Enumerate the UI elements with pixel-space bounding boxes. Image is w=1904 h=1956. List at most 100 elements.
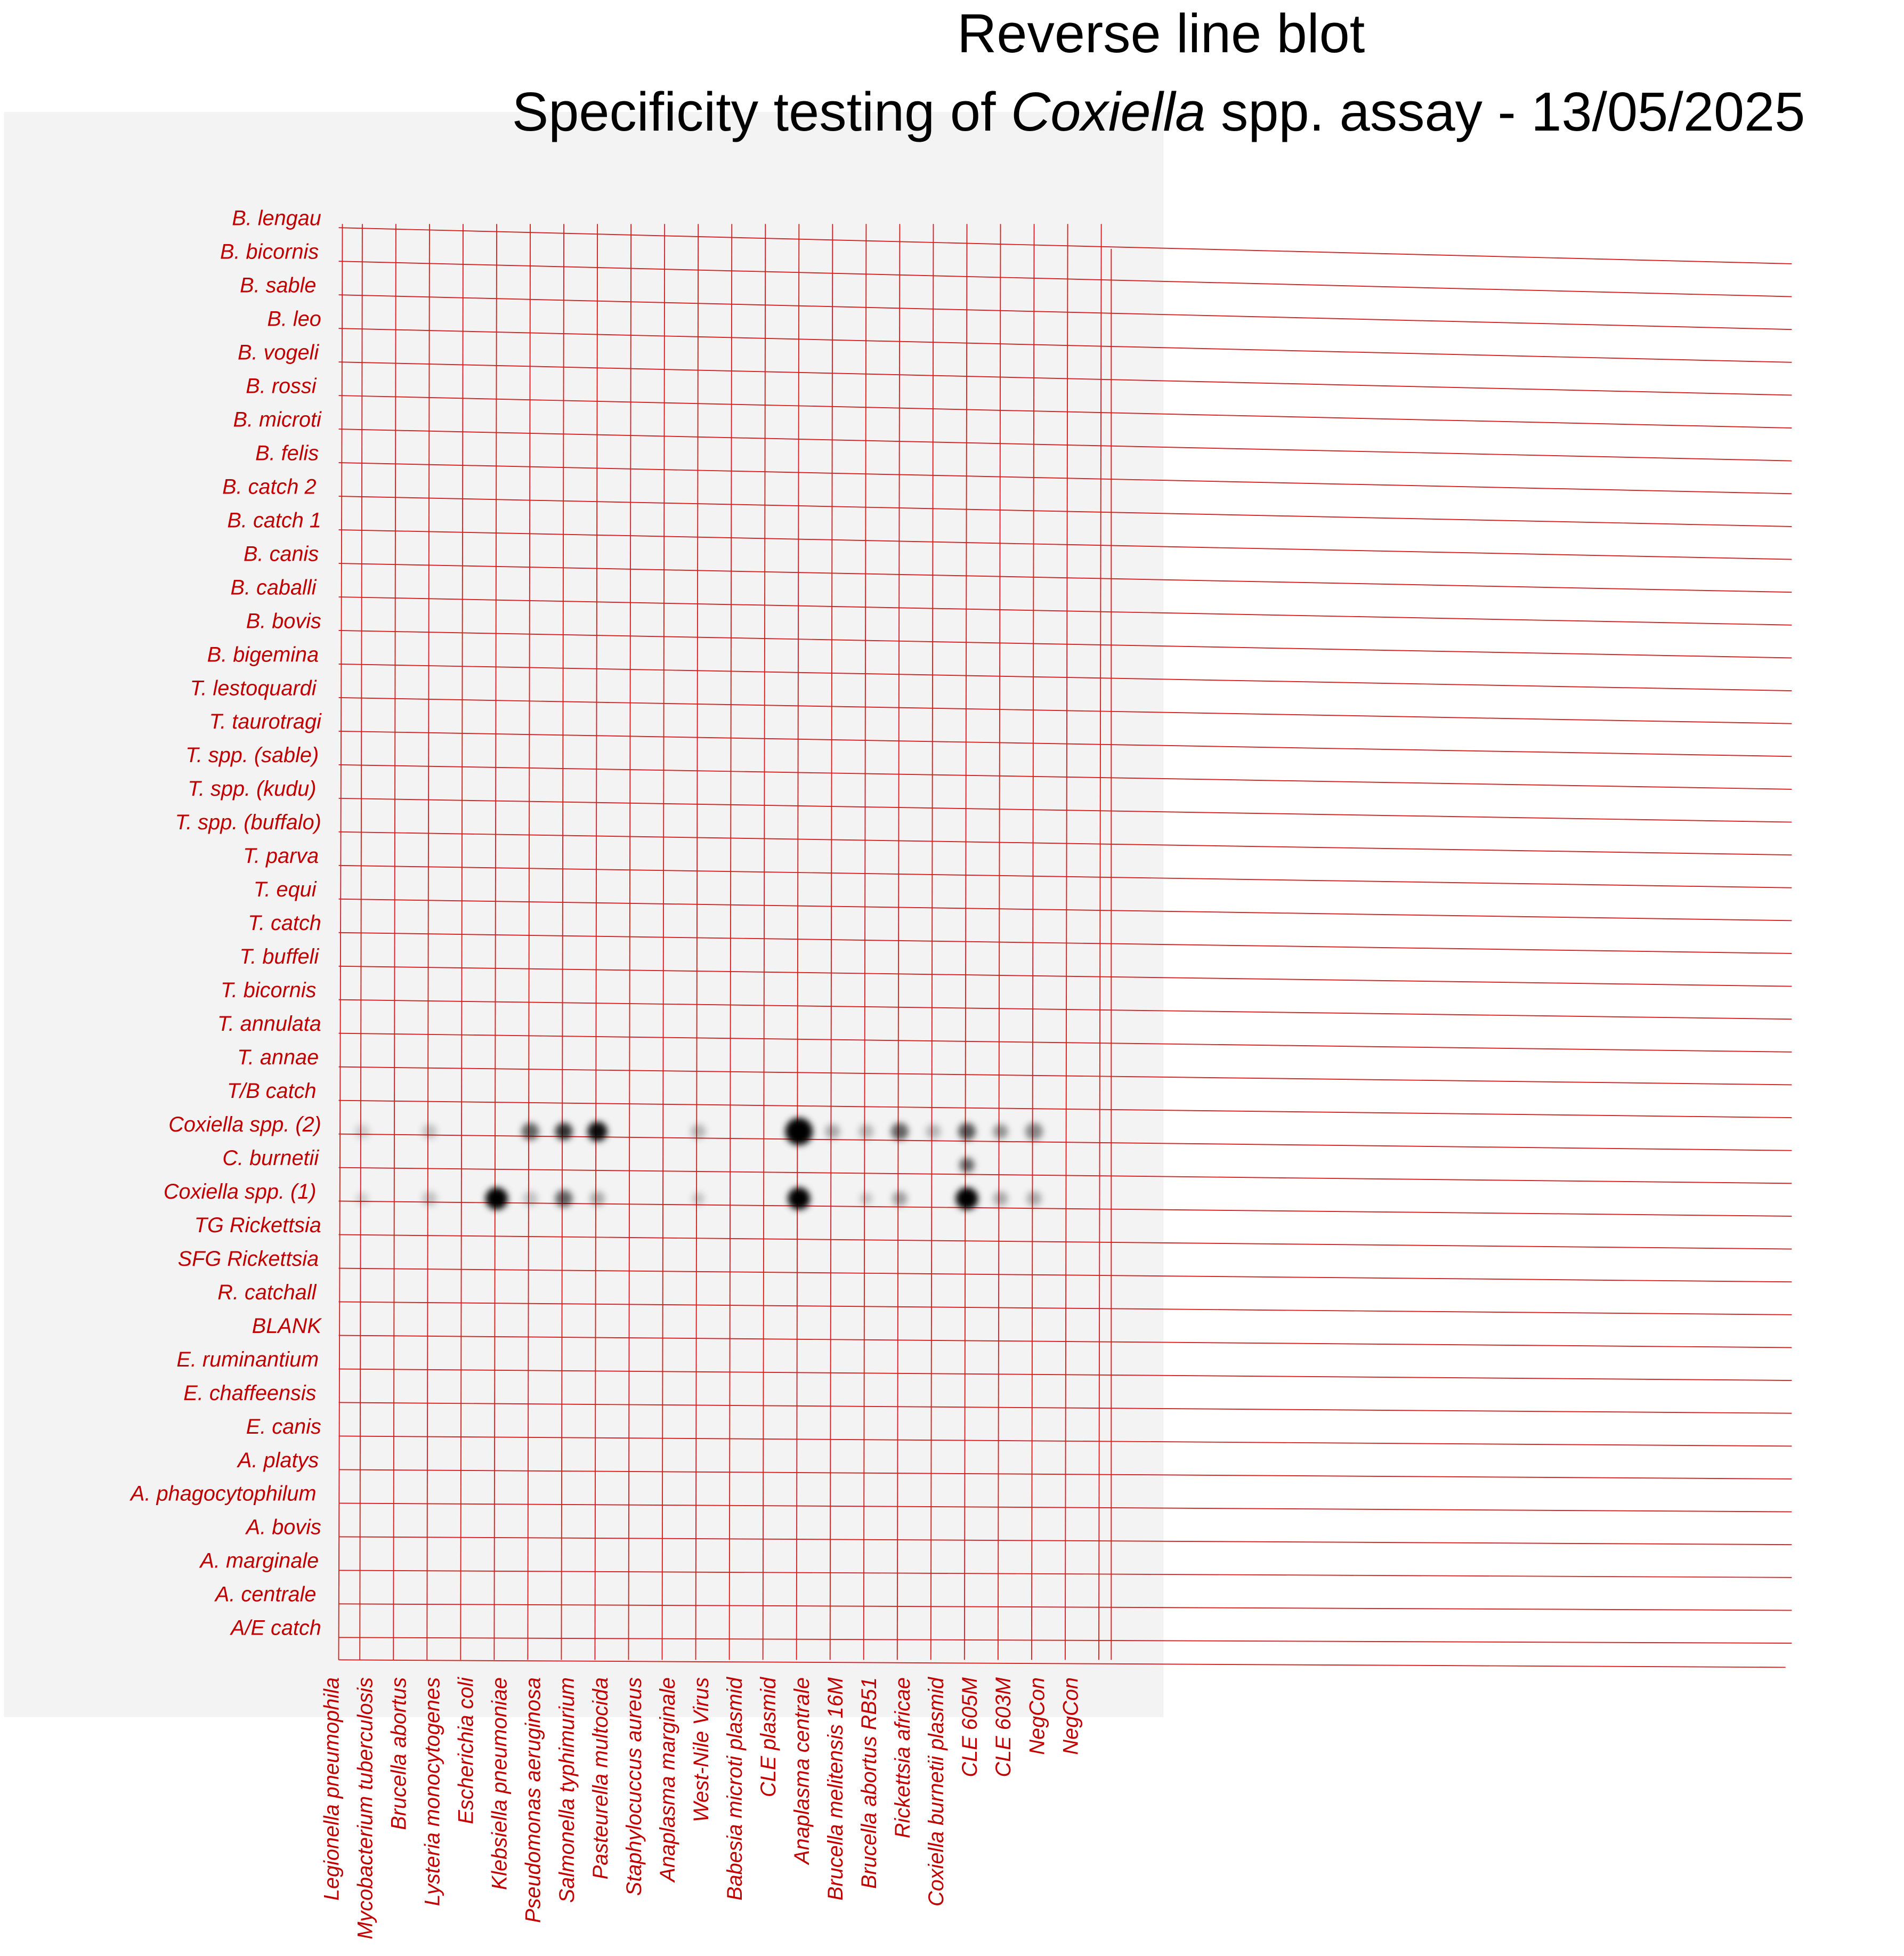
row-label: C. burnetii	[222, 1146, 319, 1170]
column-label: Escherichia coli	[455, 1677, 478, 1824]
row-label: B. caballi	[231, 576, 317, 599]
row-label: B. bicornis	[220, 240, 319, 264]
col-line	[426, 224, 430, 1660]
column-label: Brucella melitensis 16M	[824, 1677, 847, 1901]
column-label: Coxiella burnetii plasmid	[925, 1676, 948, 1906]
row-label: Coxiella spp. (2)	[168, 1113, 321, 1136]
col-line	[896, 224, 901, 1660]
column-label: CLE plasmid	[757, 1676, 780, 1797]
spot	[858, 1124, 874, 1139]
col-line	[695, 224, 699, 1660]
spot	[521, 1122, 539, 1141]
row-line	[338, 664, 1792, 691]
column-label: Salmonella typhimurium	[555, 1677, 579, 1903]
row-label: B. felis	[255, 441, 319, 465]
row-label: A. platys	[237, 1449, 319, 1472]
col-line	[997, 224, 1001, 1660]
spot	[555, 1190, 573, 1208]
row-line	[338, 1167, 1792, 1184]
grid	[338, 224, 1792, 1668]
col-line	[728, 224, 733, 1660]
column-label: Mycobacterium tuberculosis	[354, 1677, 377, 1939]
row-label: Coxiella spp. (1)	[164, 1180, 317, 1203]
row-label: T. spp. (sable)	[185, 743, 319, 767]
column-label: Babesia microti plasmid	[723, 1676, 747, 1901]
subtitle-part: spp. assay - 13/05/2025	[1205, 81, 1805, 142]
row-line	[338, 462, 1792, 495]
row-line	[338, 965, 1792, 987]
column-label: NegCon	[1025, 1677, 1049, 1755]
row-line	[338, 596, 1792, 626]
row-label: T/B catch	[227, 1079, 317, 1103]
row-line	[338, 831, 1792, 856]
column-label: Pseudomonas aeruginosa	[522, 1677, 545, 1923]
spot	[892, 1191, 908, 1206]
spot	[422, 1124, 437, 1139]
row-line	[338, 697, 1792, 724]
row-label: E. canis	[246, 1415, 321, 1438]
row-label: E. ruminantium	[176, 1348, 319, 1371]
col-line	[762, 224, 766, 1660]
col-line	[829, 224, 833, 1660]
column-label: Brucella abortus	[387, 1677, 411, 1830]
spot	[692, 1192, 704, 1205]
row-label: SFG Rickettsia	[178, 1247, 319, 1271]
col-line	[493, 224, 497, 1660]
row-line	[338, 328, 1792, 363]
spot	[485, 1187, 508, 1210]
row-line	[338, 1133, 1792, 1151]
row-label: B. microti	[233, 408, 322, 431]
col-line	[1065, 224, 1068, 1660]
row-line	[338, 932, 1792, 954]
row-line	[338, 1066, 1792, 1086]
spot	[555, 1122, 573, 1141]
spot	[1025, 1122, 1043, 1141]
col-line	[863, 224, 867, 1660]
row-label: T. bicornis	[221, 979, 317, 1002]
col-line	[594, 224, 598, 1660]
column-label: Legionella pneumophila	[320, 1677, 344, 1901]
row-label: B. sable	[240, 274, 316, 297]
spot	[785, 1118, 813, 1145]
row-line	[338, 999, 1792, 1020]
spot	[356, 1192, 369, 1205]
spot	[691, 1124, 706, 1139]
column-label: CLE 605M	[958, 1677, 982, 1777]
row-label: A. phagocytophilum	[129, 1482, 316, 1506]
col-line	[393, 224, 396, 1660]
col-line	[460, 224, 464, 1660]
row-label: T. taurotragi	[209, 710, 322, 733]
column-label: Klebsiella pneumoniae	[488, 1677, 512, 1890]
spot	[860, 1192, 873, 1205]
row-line	[338, 529, 1792, 560]
column-label: Lysteria monocytogenes	[421, 1677, 444, 1906]
row-line	[338, 898, 1792, 922]
subtitle: Specificity testing of Coxiella spp. ass…	[512, 81, 1805, 142]
spot	[891, 1122, 909, 1141]
spot	[422, 1191, 437, 1206]
row-label: R. catchall	[217, 1281, 317, 1304]
row-label: T. parva	[243, 844, 319, 868]
column-label: Anaplasma marginale	[656, 1677, 679, 1883]
col-line	[628, 224, 632, 1660]
row-label: B. bovis	[246, 609, 321, 633]
row-line	[338, 361, 1792, 396]
row-label: A/E catch	[230, 1616, 321, 1640]
spot	[993, 1124, 1008, 1139]
col-line	[561, 224, 565, 1660]
spot	[955, 1187, 978, 1210]
spot	[788, 1187, 811, 1210]
col-line	[338, 224, 343, 1660]
row-line	[338, 429, 1792, 462]
row-label: TG Rickettsia	[195, 1214, 321, 1237]
row-line	[338, 1032, 1792, 1053]
membrane	[4, 112, 1164, 1717]
spot	[587, 1121, 607, 1142]
spot	[959, 1157, 975, 1173]
row-label: T. spp. (buffalo)	[175, 811, 321, 834]
row-line	[338, 227, 1792, 264]
row-label: B. catch 2	[222, 475, 316, 498]
column-label: Staphylocuccus aureus	[622, 1677, 646, 1896]
row-line	[338, 261, 1792, 297]
